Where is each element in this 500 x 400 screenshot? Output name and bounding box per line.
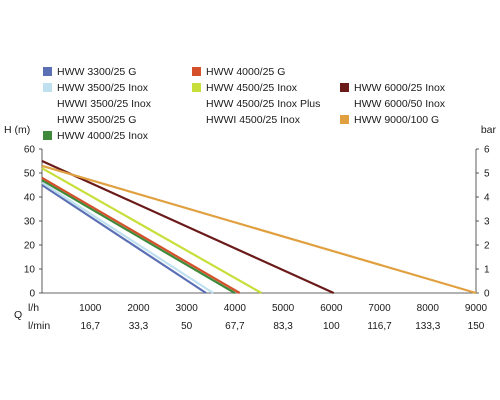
series-line [41,184,207,294]
x-tick-label-lh: 6000 [320,303,343,314]
x-axis-label: Q [14,309,22,321]
legend-swatch [43,83,52,92]
series-line [41,167,262,294]
series-line [41,159,335,295]
legend-swatch [192,83,201,92]
y-axis-label-right: bar [481,124,497,136]
x-tick-label-lh: 9000 [465,303,488,314]
series-line [41,176,241,294]
legend-label: HWW 3300/25 G [57,66,136,78]
x-tick-label-lh: 8000 [417,303,440,314]
y-tick-label-left: 50 [24,169,36,180]
series-line [41,179,236,294]
x-tick-label-lmin: 133,3 [415,321,440,332]
x-tick-label-lmin: 83,3 [273,321,293,332]
y-tick-label-right: 2 [484,241,490,252]
x-tick-label-lh: 7000 [368,303,391,314]
y-tick-label-left: 10 [24,265,36,276]
y-tick-label-left: 40 [24,193,36,204]
x-tick-label-lmin: 116,7 [367,321,392,332]
x-tick-label-lh: 1000 [79,303,102,314]
y-tick-label-right: 5 [484,169,490,180]
y-tick-label-left: 20 [24,241,36,252]
y-tick-label-right: 6 [484,145,490,156]
series-line [41,181,214,294]
legend-label: HWW 9000/100 G [354,114,439,126]
x-tick-label-lmin: 67,7 [225,321,245,332]
y-tick-label-left: 60 [24,145,36,156]
x-tick-label-lmin: 150 [468,321,485,332]
x-tick-label-lh: 4000 [224,303,247,314]
x-unit-secondary: l/min [28,320,50,332]
legend-label: HWW 6000/50 Inox [354,98,446,110]
x-unit-primary: l/h [28,302,39,314]
y-tick-label-right: 1 [484,265,490,276]
legend-label: HWW 3500/25 Inox [57,82,149,94]
y-axis-label-left: H (m) [4,124,30,136]
legend-label: HWW 3500/25 G [57,114,136,126]
legend-label: HWW 4500/25 Inox Plus [206,98,320,110]
x-axis: l/h Ql/min 1000 2000 3000 4000 5000 6000 7000 800… [14,302,488,332]
series-line [41,164,477,295]
legend-swatch [192,67,201,76]
legend-label: HWW 4000/25 G [206,66,285,78]
x-tick-label-lh: 5000 [272,303,295,314]
y-tick-label-left: 30 [24,217,36,228]
legend-label: HWWI 4500/25 Inox [206,114,301,126]
x-tick-label-lh: 2000 [127,303,150,314]
series-lines [41,159,477,295]
legend-swatch [340,83,349,92]
x-tick-label-lmin: 16,7 [80,321,100,332]
axes: H (m) bar 0 10 20 30 40 50 60 0 1 2 3 4 5 6 [4,124,496,300]
legend-swatch [340,115,349,124]
y-tick-label-right: 3 [484,217,490,228]
x-tick-label-lmin: 33,3 [129,321,149,332]
x-tick-label-lmin: 50 [181,321,193,332]
legend-label: HWW 6000/25 Inox [354,82,446,94]
x-tick-label-lh: 3000 [176,303,199,314]
y-tick-label-right: 4 [484,193,490,204]
y-tick-label-left: 0 [29,289,35,300]
legend-label: HWW 4000/25 Inox [57,130,149,142]
legend-swatch [43,131,52,140]
legend-label: HWW 4500/25 Inox [206,82,298,94]
legend-swatch [43,67,52,76]
legend: HWW 3300/25 G HWW 3500/25 Inox HWWI 3500/2… [43,66,446,142]
legend-label: HWWI 3500/25 Inox [57,98,152,110]
x-tick-label-lmin: 100 [323,321,340,332]
y-tick-label-right: 0 [484,289,490,300]
